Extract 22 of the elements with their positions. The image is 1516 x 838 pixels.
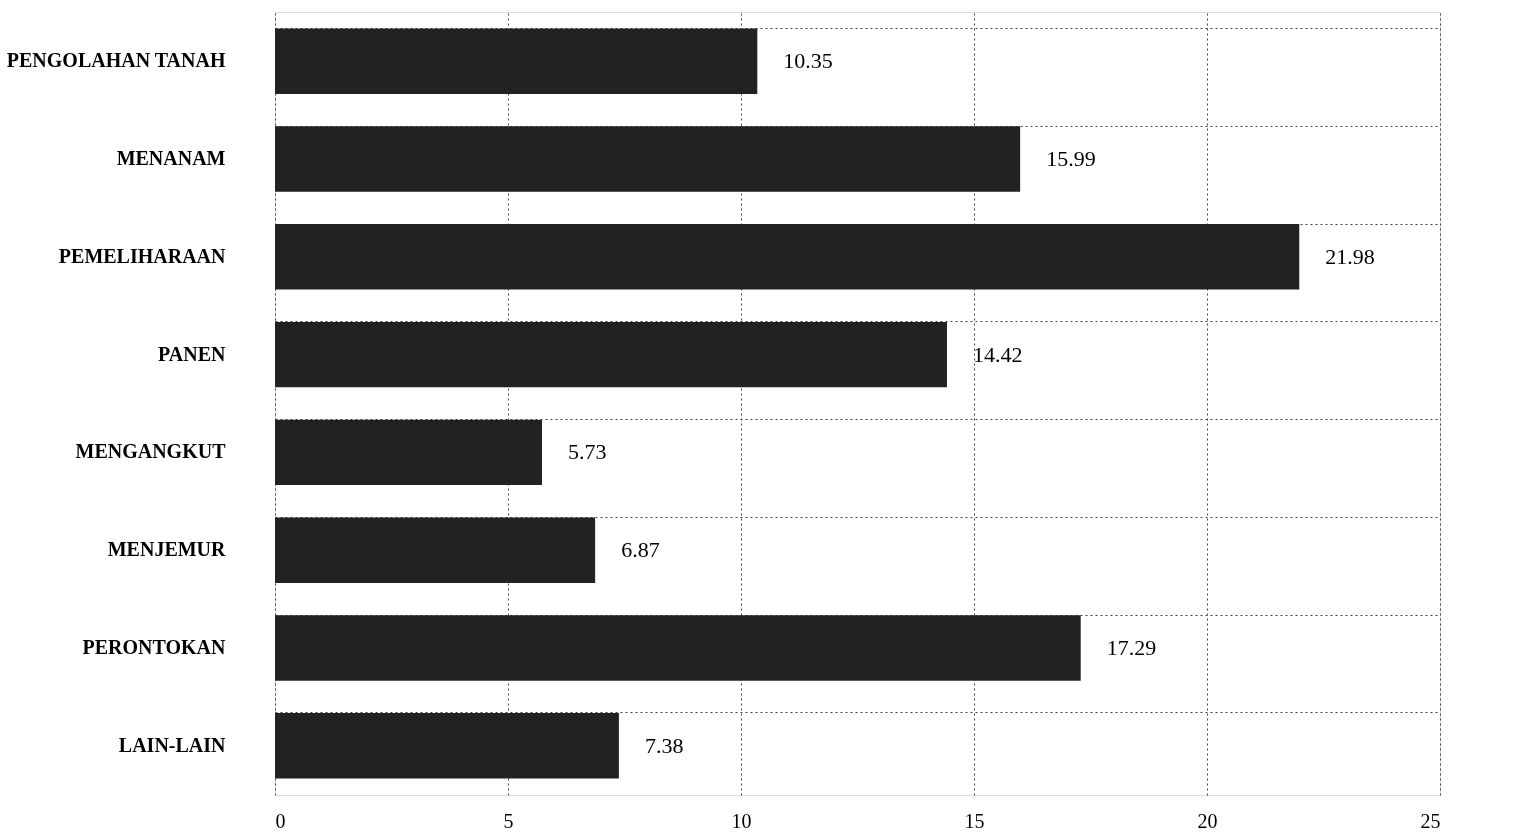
data-label: 6.87 xyxy=(621,537,660,563)
x-tick-label: 5 xyxy=(503,809,514,832)
y-tick-label: MENJEMUR xyxy=(107,538,227,561)
data-label: 10.35 xyxy=(783,48,833,74)
y-tick-label: PERONTOKAN xyxy=(82,635,227,658)
x-tick-label: 25 xyxy=(1420,809,1441,832)
data-label: 5.73 xyxy=(568,439,607,465)
data-label: 14.42 xyxy=(972,341,1023,367)
data-label: 17.29 xyxy=(1106,634,1157,660)
y-tick-label: LAIN-LAIN xyxy=(118,733,227,756)
x-tick-label: 20 xyxy=(1197,809,1218,832)
y-tick-label: MENGANGKUT xyxy=(75,440,227,463)
y-tick-label: PENGOLAHAN TANAH xyxy=(6,49,226,72)
data-label: 15.99 xyxy=(1046,146,1096,172)
x-tick-label: 15 xyxy=(964,809,985,832)
x-tick-label: 10 xyxy=(731,809,752,832)
y-tick-label: PEMELIHARAAN xyxy=(58,244,227,267)
x-tick-label: 0 xyxy=(275,809,286,832)
data-label: 21.98 xyxy=(1325,243,1375,269)
data-label: 7.38 xyxy=(644,732,684,758)
y-tick-label: MENANAM xyxy=(116,147,226,170)
y-tick-label: PANEN xyxy=(158,342,227,365)
